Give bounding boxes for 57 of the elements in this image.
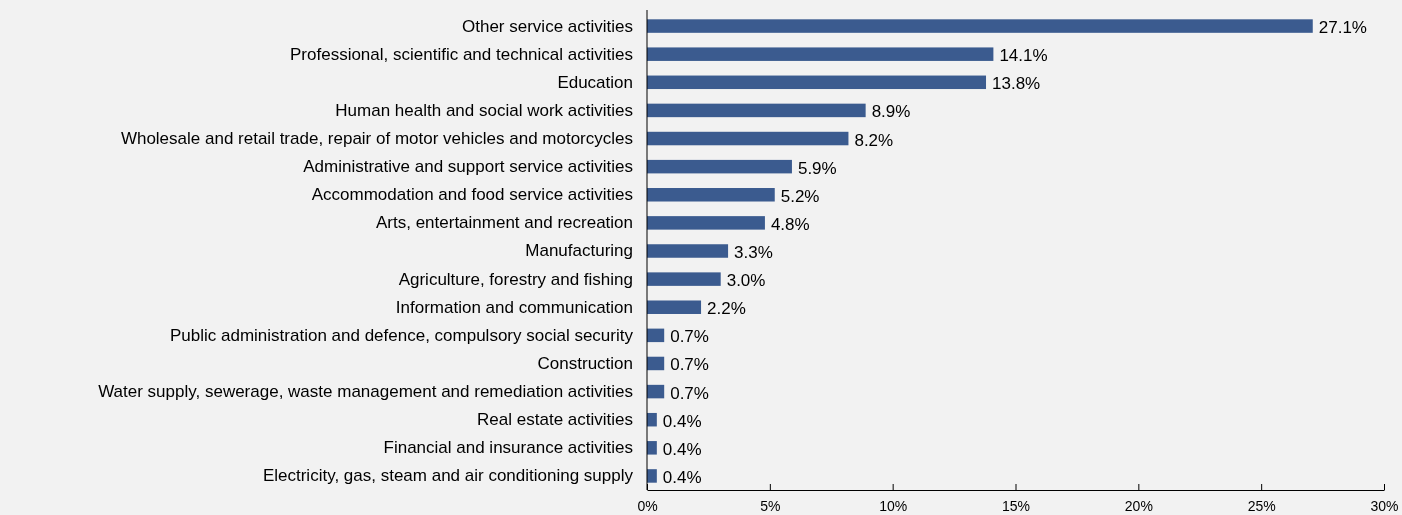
bar [647,328,665,343]
bar [647,103,866,118]
data-label: 3.0% [726,271,766,291]
bar [647,272,721,286]
y-tick-label: Manufacturing [525,241,633,261]
data-label: 0.4% [662,439,702,459]
bar [647,469,657,483]
x-tick-label: 5% [760,498,781,515]
x-tick-label: 25% [1247,498,1276,515]
bar [647,19,1313,33]
data-label: 4.8% [770,214,810,234]
data-label: 27.1% [1318,18,1367,38]
bar [647,300,702,314]
x-tick-label: 15% [1001,498,1031,515]
y-tick-label: Electricity, gas, steam and air conditioning supply [262,466,634,486]
y-tick-label: Professional, scientific and technical activities [290,44,633,64]
data-label: 8.9% [871,102,911,122]
y-tick-label: Information and communication [395,297,633,317]
bar [647,75,987,90]
data-label: 8.2% [854,130,894,150]
data-label: 13.8% [992,74,1041,94]
data-label: 3.3% [734,243,773,262]
y-tick-label: Other service activities [462,16,633,36]
y-tick-label: Administrative and support service activities [303,157,633,177]
y-tick-label: Agriculture, forestry and fishing [398,269,633,289]
bar [647,131,849,146]
data-label: 5.9% [797,158,837,178]
x-tick-label: 30% [1370,498,1399,515]
y-tick-label: Human health and social work activities [335,100,633,120]
y-tick-label: Water supply, sewerage, waste management and remediation activities [98,382,633,402]
data-label: 0.7% [670,327,709,347]
bar [647,244,729,258]
y-tick-label: Accommodation and food service activities [311,185,633,205]
bar [647,441,657,455]
y-tick-label: Arts, entertainment and recreation [375,213,633,233]
data-label: 0.7% [670,355,709,375]
y-tick-label: Real estate activities [477,410,633,430]
y-tick-label: Public administration and defence, compulsory social security [169,325,634,345]
data-label: 5.2% [780,186,820,206]
y-tick-label: Education [557,72,633,92]
x-tick-label: 10% [879,498,908,515]
bar [647,47,994,61]
data-label: 0.7% [670,383,709,403]
bar [647,188,775,202]
data-label: 0.4% [662,411,702,431]
bar [647,384,665,399]
y-tick-label: Construction [537,353,633,373]
bar [647,356,665,371]
data-label: 2.2% [707,299,746,319]
y-tick-label: Wholesale and retail trade, repair of motor vehicles and motorcycles [120,128,633,148]
data-label: 0.4% [662,467,702,487]
x-tick-label: 20% [1124,498,1153,515]
x-tick-label: 0% [637,498,658,515]
bar [647,159,792,174]
bar [647,216,765,230]
y-tick-label: Financial and insurance activities [383,438,633,458]
data-label: 14.1% [999,46,1048,66]
